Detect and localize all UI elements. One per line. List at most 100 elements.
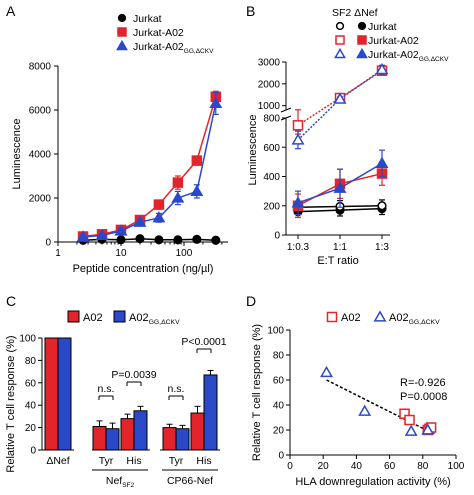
- panel-b-point: [375, 62, 389, 75]
- panel-d-annotation-r: R=-0.926: [400, 377, 446, 389]
- panel-a-point: [191, 155, 203, 166]
- panel-b-y-tick-label: 3000: [258, 58, 281, 69]
- panel-a-legend-label: Jurkat: [133, 13, 162, 25]
- panel-a-point: [76, 230, 90, 242]
- panel-a-series-line-1: [82, 96, 217, 238]
- panel-c-bar: [92, 425, 107, 451]
- panel-c-bar: [203, 374, 218, 451]
- panel-a-y-tick-label: 6000: [29, 106, 52, 117]
- panel-c-bar: [162, 427, 177, 451]
- panel-b-point: [375, 156, 389, 168]
- panel-d-point: [320, 365, 333, 378]
- panel-d-y-tick-label: 20: [273, 426, 285, 437]
- panel-c-y-tick-label: 60: [25, 378, 37, 389]
- panel-d-x-tick-label: 60: [384, 461, 396, 472]
- panel-d-legend-label: A02GG,ΔCKV: [389, 312, 440, 326]
- panel-a-point: [95, 228, 109, 241]
- panel-b-y-axis-label: Luminescence: [247, 115, 259, 186]
- panel-a-point: [153, 199, 165, 210]
- panel-label-b: B: [246, 3, 255, 19]
- panel-c-group-label: CP66-Nef: [167, 475, 213, 487]
- panel-b-series-line-5: [297, 69, 383, 141]
- panel-a-legend-label: Jurkat-A02: [133, 27, 184, 39]
- panel-a-y-axis-label: Luminescence: [11, 119, 23, 190]
- panel-a-legend-marker: [117, 13, 127, 23]
- panel-b-y-tick-label: 1000: [258, 101, 281, 112]
- panel-d-legend-marker: [326, 311, 338, 323]
- panel-d-y-axis-label: Relative T cell response (%): [251, 324, 263, 461]
- panel-a-point: [172, 177, 184, 188]
- panel-a-point: [209, 96, 223, 109]
- panel-b-legend-marker: [335, 35, 345, 45]
- panel-b-y-tick-label: 0: [274, 231, 280, 242]
- panel-c-annotation: P=0.0039: [111, 369, 156, 381]
- panel-c-bar: [175, 428, 190, 451]
- panel-c-annotation: P<0.0001: [181, 336, 226, 348]
- panel-c-bar: [190, 412, 205, 451]
- panel-b-x-tick-label: 1:1: [333, 242, 347, 253]
- panel-label-d: D: [246, 293, 256, 309]
- panel-b-x-axis-label: E:T ratio: [317, 255, 358, 267]
- panel-d-point: [358, 404, 372, 416]
- panel-d-annotation-p: P=0.0008: [400, 391, 447, 403]
- panel-b-y-tick-label: 200: [263, 201, 280, 212]
- panel-c-y-tick-label: 20: [25, 423, 37, 434]
- panel-d-x-tick-label: 40: [351, 461, 363, 472]
- panel-b-point: [333, 92, 347, 104]
- panel-b-x-tick-label: 1:0.3: [287, 242, 310, 253]
- panel-label-a: A: [6, 3, 16, 19]
- panel-a-y-tick-label: 2000: [29, 194, 52, 205]
- panel-c-y-tick-label: 100: [19, 334, 36, 345]
- panel-b-legend-title: SF2 ΔNef: [332, 7, 378, 19]
- panel-a-x-tick-label: 1: [55, 248, 61, 259]
- panel-d-point: [404, 414, 415, 426]
- panel-d-x-tick-label: 100: [448, 461, 465, 472]
- panel-c-legend-label: A02GG,ΔCKV: [129, 312, 180, 326]
- panel-c-bar: [133, 410, 148, 451]
- panel-a-point: [211, 235, 221, 245]
- panel-c-y-tick-label: 0: [30, 446, 36, 457]
- panel-d-point: [404, 424, 418, 436]
- panel-b-y-tick-label: 800: [263, 114, 280, 125]
- panel-a-legend-marker: [117, 27, 127, 37]
- panel-d-point: [421, 423, 435, 435]
- panel-b-point: [291, 133, 305, 145]
- panel-b-y-tick-label: 2000: [258, 79, 281, 90]
- panel-a-point: [135, 234, 145, 244]
- panel-d-legend-marker: [373, 310, 387, 322]
- panel-b-legend-marker: [357, 21, 367, 31]
- panel-c-category-label: ΔNef: [46, 455, 69, 467]
- panel-c-bar: [105, 428, 120, 451]
- panel-a-series-line-2: [83, 103, 217, 238]
- panel-b-axis-break: [280, 107, 292, 113]
- panel-d-x-axis-label: HLA downregulation activity (%): [295, 476, 450, 488]
- panel-b-y-tick-label: 600: [263, 143, 280, 154]
- panel-c-legend-label: A02: [83, 312, 103, 324]
- panel-a-x-tick-label: 10: [115, 248, 127, 259]
- panel-b-point: [377, 201, 387, 211]
- panel-a-x-tick-label: 100: [176, 248, 193, 259]
- panel-b-legend-marker: [356, 47, 368, 59]
- panel-d-x-tick-label: 0: [287, 461, 293, 472]
- panel-d-y-tick-label: 80: [273, 351, 285, 362]
- panel-d-y-tick-label: 100: [267, 326, 284, 337]
- panel-b-legend-label: Jurkat-A02GG,ΔCKV: [368, 49, 449, 63]
- panel-b-legend-marker: [335, 21, 345, 31]
- panel-a-point: [154, 235, 164, 245]
- panel-b-legend-marker: [334, 47, 346, 59]
- panel-c-y-tick-label: 40: [25, 401, 37, 412]
- panel-b-legend-label: Jurkat-A02: [368, 35, 419, 47]
- panel-a-point: [114, 224, 128, 236]
- panel-label-c: C: [6, 293, 16, 309]
- panel-c-category-label: Tyr: [99, 455, 114, 467]
- panel-c-legend-swatch: [113, 310, 126, 323]
- panel-a-point: [171, 191, 185, 203]
- panel-c-category-label: His: [196, 455, 211, 467]
- panel-c-y-tick-label: 80: [25, 356, 37, 367]
- panel-c-annotation: n.s.: [168, 383, 185, 395]
- panel-b-x-tick-label: 1:3: [375, 242, 389, 253]
- panel-c-annotation: n.s.: [98, 383, 115, 395]
- panel-c-bar: [120, 418, 135, 451]
- panel-b-point: [292, 120, 304, 131]
